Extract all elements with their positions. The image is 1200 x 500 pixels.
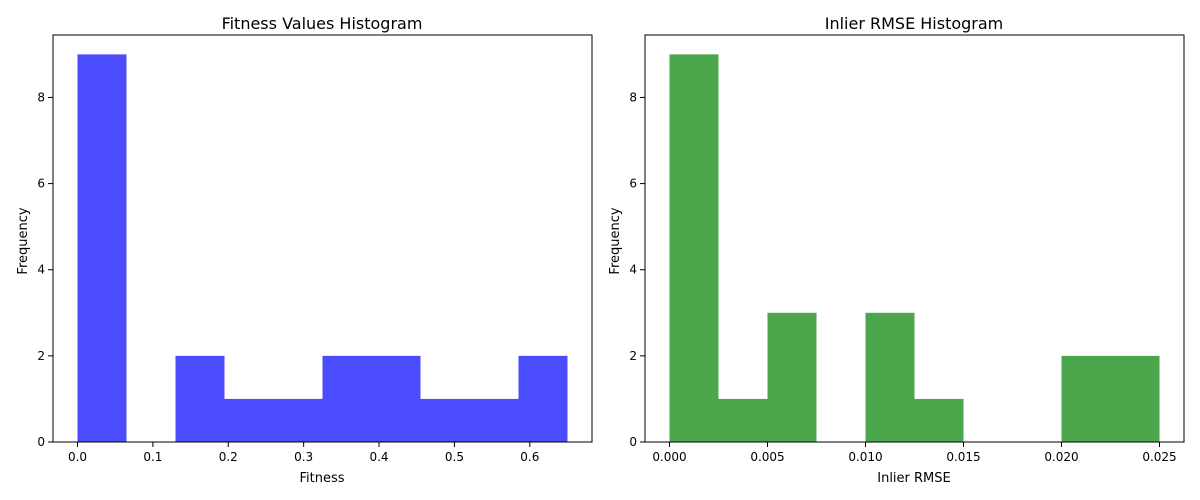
x-tick-label: 0.020 [1044,450,1078,464]
x-tick-label: 0.6 [520,450,539,464]
y-tick-label: 2 [37,349,45,363]
histogram-bar [224,398,274,442]
y-tick-label: 6 [37,177,45,191]
histogram-bar [518,355,568,442]
x-tick-label: 0.0 [68,450,87,464]
chart-title: Inlier RMSE Histogram [825,14,1004,33]
x-tick-label: 0.5 [445,450,464,464]
x-tick-label: 0.010 [848,450,882,464]
y-tick-label: 8 [37,90,45,104]
x-tick-label: 0.4 [369,450,388,464]
inlier-rmse-histogram: Inlier RMSE Histogram 0.000 0.005 0.010 0.0… [608,14,1185,486]
histogram-bar [420,398,470,442]
chart-title: Fitness Values Histogram [222,14,423,33]
plot-frame [644,34,1185,443]
y-ticks: 0 2 4 6 8 [37,90,53,449]
x-tick-label: 0.000 [652,450,686,464]
x-axis-label: Fitness [299,471,344,486]
y-tick-label: 2 [629,349,637,363]
histogram-bar [77,54,127,442]
y-tick-label: 4 [629,263,637,277]
histogram-bar [718,398,768,442]
y-tick-label: 8 [629,90,637,104]
x-ticks: 0.000 0.005 0.010 0.015 0.020 0.025 [652,442,1177,464]
bars [77,54,568,442]
x-ticks: 0.0 0.1 0.2 0.3 0.4 0.5 0.6 [68,442,539,464]
y-tick-label: 0 [629,435,637,449]
x-tick-label: 0.3 [294,450,313,464]
histogram-bar [669,54,719,442]
y-ticks: 0 2 4 6 8 [629,90,645,449]
histogram-bar [175,355,225,442]
y-axis-label: Frequency [608,207,623,274]
y-axis-label: Frequency [16,207,31,274]
histogram-bar [1061,355,1111,442]
histogram-bar [1110,355,1160,442]
histogram-bar [767,312,817,442]
x-tick-label: 0.2 [219,450,238,464]
y-tick-label: 0 [37,435,45,449]
histogram-bar [469,398,519,442]
histogram-bar [273,398,323,442]
x-tick-label: 0.005 [750,450,784,464]
x-tick-label: 0.1 [143,450,162,464]
histogram-bar [322,355,372,442]
histogram-bar [371,355,421,442]
y-tick-label: 4 [37,263,45,277]
fitness-histogram: Fitness Values Histogram 0.0 0.1 0.2 0.3 0.4… [16,14,593,486]
x-tick-label: 0.025 [1142,450,1176,464]
x-axis-label: Inlier RMSE [877,471,951,486]
plot-frame [52,34,593,443]
y-tick-label: 6 [629,177,637,191]
bars [669,54,1160,442]
histogram-bar [914,398,964,442]
histogram-bar [865,312,915,442]
x-tick-label: 0.015 [946,450,980,464]
